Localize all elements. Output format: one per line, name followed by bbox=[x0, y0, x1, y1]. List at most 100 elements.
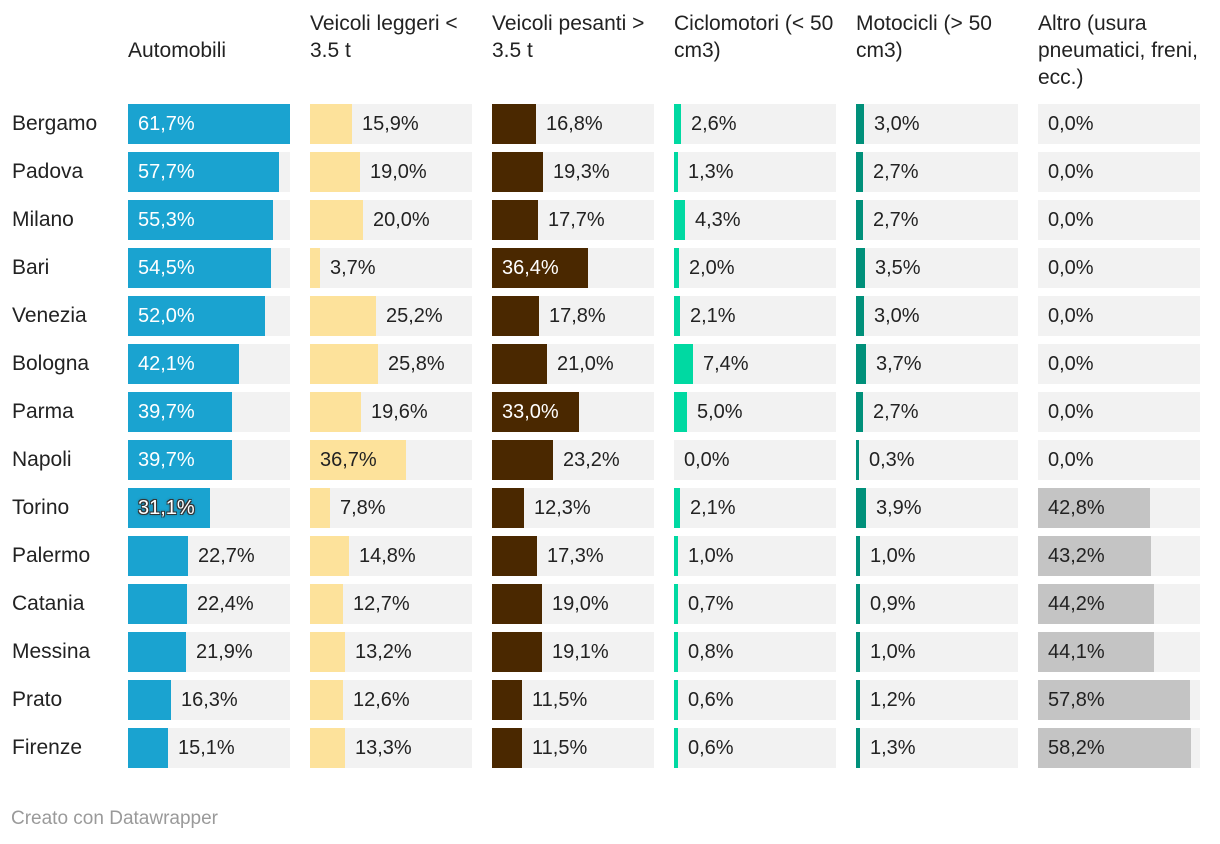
datawrapper-credit[interactable]: Creato con Datawrapper bbox=[11, 808, 218, 829]
cell-ciclo: 0,7% bbox=[674, 584, 836, 624]
column-header-altro: Altro (usura pneumatici, freni, ecc.) bbox=[1038, 12, 1198, 89]
cell-ciclo: 2,1% bbox=[674, 296, 836, 336]
value-label-altro: 44,2% bbox=[1048, 593, 1105, 615]
cell-leggeri: 12,7% bbox=[310, 584, 472, 624]
value-label-ciclo: 0,0% bbox=[684, 449, 730, 471]
cell-ciclo: 4,3% bbox=[674, 200, 836, 240]
value-label-moto: 0,9% bbox=[870, 593, 916, 615]
row-label-palermo: Palermo bbox=[12, 544, 91, 567]
bar-moto bbox=[856, 440, 859, 480]
value-label-auto: 55,3% bbox=[138, 209, 195, 231]
bar-pesanti bbox=[492, 392, 579, 432]
bar-pesanti bbox=[492, 104, 536, 144]
bar-moto bbox=[856, 344, 866, 384]
value-label-leggeri: 3,7% bbox=[330, 257, 376, 279]
bar-moto bbox=[856, 392, 863, 432]
value-label-moto: 1,2% bbox=[870, 689, 916, 711]
cell-pesanti: 11,5% bbox=[492, 680, 654, 720]
value-label-leggeri: 13,2% bbox=[355, 641, 412, 663]
cell-auto: 39,7% bbox=[128, 440, 290, 480]
row-label-messina: Messina bbox=[12, 640, 91, 663]
bar-auto bbox=[128, 104, 290, 144]
cell-pesanti: 17,3% bbox=[492, 536, 654, 576]
cell-leggeri: 15,9% bbox=[310, 104, 472, 144]
cell-ciclo: 1,0% bbox=[674, 536, 836, 576]
row-label-bergamo: Bergamo bbox=[12, 112, 98, 135]
value-label-ciclo: 2,1% bbox=[690, 497, 736, 519]
bar-auto bbox=[128, 392, 232, 432]
value-label-pesanti: 33,0% bbox=[502, 401, 559, 423]
column-header-leggeri: Veicoli leggeri < 3.5 t bbox=[310, 12, 458, 62]
cell-leggeri: 25,2% bbox=[310, 296, 472, 336]
value-label-leggeri: 14,8% bbox=[359, 545, 416, 567]
bar-ciclo bbox=[674, 488, 680, 528]
value-label-auto: 15,1% bbox=[178, 737, 235, 759]
cell-leggeri: 3,7% bbox=[310, 248, 472, 288]
cell-altro: 57,8% bbox=[1038, 680, 1200, 720]
value-label-ciclo: 2,0% bbox=[689, 257, 735, 279]
cell-auto: 61,7% bbox=[128, 104, 290, 144]
bar-pesanti bbox=[492, 728, 522, 768]
bar-pesanti bbox=[492, 344, 547, 384]
value-label-auto: 16,3% bbox=[181, 689, 238, 711]
value-label-auto: 22,7% bbox=[198, 545, 255, 567]
bar-pesanti bbox=[492, 536, 537, 576]
cell-pesanti: 33,0% bbox=[492, 392, 654, 432]
bar-leggeri bbox=[310, 728, 345, 768]
cell-auto: 54,5% bbox=[128, 248, 290, 288]
value-label-ciclo: 2,6% bbox=[691, 113, 737, 135]
value-label-ciclo: 1,0% bbox=[688, 545, 734, 567]
cell-moto: 1,0% bbox=[856, 536, 1018, 576]
cell-auto: 52,0% bbox=[128, 296, 290, 336]
cell-ciclo: 7,4% bbox=[674, 344, 836, 384]
cell-moto: 0,9% bbox=[856, 584, 1018, 624]
value-label-auto: 42,1% bbox=[138, 353, 195, 375]
value-label-pesanti: 17,3% bbox=[547, 545, 604, 567]
cell-pesanti: 19,1% bbox=[492, 632, 654, 672]
bar-altro bbox=[1038, 680, 1190, 720]
value-label-ciclo: 2,1% bbox=[690, 305, 736, 327]
value-label-altro: 42,8% bbox=[1048, 497, 1105, 519]
column-header-ciclo: Ciclomotori (< 50 cm3) bbox=[674, 12, 834, 62]
cell-pesanti: 17,8% bbox=[492, 296, 654, 336]
bar-ciclo bbox=[674, 200, 685, 240]
value-label-auto: 31,1% bbox=[138, 497, 195, 519]
row-label-napoli: Napoli bbox=[12, 448, 72, 471]
value-label-altro: 0,0% bbox=[1048, 113, 1094, 135]
cell-pesanti: 21,0% bbox=[492, 344, 654, 384]
bar-leggeri bbox=[310, 632, 345, 672]
bar-leggeri bbox=[310, 248, 320, 288]
value-label-pesanti: 36,4% bbox=[502, 257, 559, 279]
bar-moto bbox=[856, 296, 864, 336]
cell-auto: 22,7% bbox=[128, 536, 290, 576]
cell-ciclo: 1,3% bbox=[674, 152, 836, 192]
value-label-auto: 61,7% bbox=[138, 113, 195, 135]
cell-pesanti: 19,0% bbox=[492, 584, 654, 624]
value-label-auto: 22,4% bbox=[197, 593, 254, 615]
cell-pesanti: 12,3% bbox=[492, 488, 654, 528]
bar-auto bbox=[128, 248, 271, 288]
bar-pesanti bbox=[492, 488, 524, 528]
bar-moto bbox=[856, 152, 863, 192]
value-label-auto: 39,7% bbox=[138, 401, 195, 423]
value-label-ciclo: 0,6% bbox=[688, 689, 734, 711]
bar-ciclo bbox=[674, 344, 693, 384]
value-label-moto: 1,0% bbox=[870, 545, 916, 567]
bar-auto bbox=[128, 680, 171, 720]
row-label-milano: Milano bbox=[12, 208, 74, 231]
value-label-pesanti: 19,3% bbox=[553, 161, 610, 183]
cell-pesanti: 16,8% bbox=[492, 104, 654, 144]
cell-altro: 42,8% bbox=[1038, 488, 1200, 528]
bar-moto bbox=[856, 200, 863, 240]
bar-leggeri bbox=[310, 152, 360, 192]
bar-auto bbox=[128, 344, 239, 384]
value-label-ciclo: 0,6% bbox=[688, 737, 734, 759]
cell-auto: 55,3% bbox=[128, 200, 290, 240]
value-label-altro: 58,2% bbox=[1048, 737, 1105, 759]
bar-pesanti bbox=[492, 296, 539, 336]
value-label-ciclo: 4,3% bbox=[695, 209, 741, 231]
cell-pesanti: 23,2% bbox=[492, 440, 654, 480]
cell-moto: 3,5% bbox=[856, 248, 1018, 288]
cell-pesanti: 36,4% bbox=[492, 248, 654, 288]
row-label-prato: Prato bbox=[12, 688, 63, 711]
